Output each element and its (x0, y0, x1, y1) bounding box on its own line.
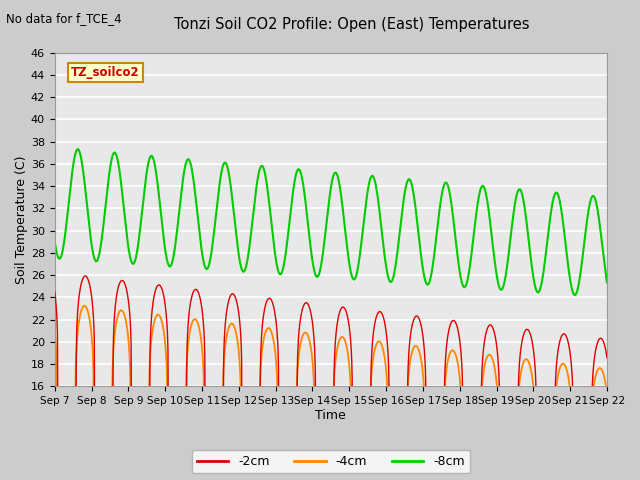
-2cm (603, 355, 611, 360)
-8cm (571, 292, 579, 298)
-4cm (81, 303, 88, 309)
-4cm (603, 392, 611, 398)
-8cm (489, 244, 497, 250)
-4cm (51, 328, 59, 334)
Y-axis label: Soil Temperature (C): Soil Temperature (C) (15, 155, 28, 284)
Text: Tonzi Soil CO2 Profile: Open (East) Temperatures: Tonzi Soil CO2 Profile: Open (East) Temp… (174, 17, 530, 32)
-8cm (74, 146, 82, 152)
Text: TZ_soilco2: TZ_soilco2 (71, 66, 140, 79)
-2cm (82, 273, 90, 279)
-2cm (417, 321, 425, 327)
Legend: -2cm, -4cm, -8cm: -2cm, -4cm, -8cm (191, 451, 470, 473)
-2cm (51, 289, 59, 295)
-8cm (51, 239, 59, 245)
X-axis label: Time: Time (316, 409, 346, 422)
-2cm (161, 297, 168, 303)
-4cm (489, 358, 497, 363)
Line: -8cm: -8cm (55, 149, 607, 295)
-8cm (161, 242, 168, 248)
Text: No data for f_TCE_4: No data for f_TCE_4 (6, 12, 122, 25)
-8cm (236, 258, 244, 264)
-4cm (417, 355, 425, 361)
-2cm (489, 325, 497, 331)
Line: -2cm: -2cm (55, 276, 607, 480)
-8cm (417, 251, 425, 257)
-8cm (174, 220, 182, 226)
-8cm (538, 280, 545, 286)
-4cm (236, 361, 244, 367)
-2cm (236, 319, 244, 324)
-4cm (161, 334, 168, 340)
Line: -4cm: -4cm (55, 306, 607, 480)
-8cm (603, 279, 611, 285)
